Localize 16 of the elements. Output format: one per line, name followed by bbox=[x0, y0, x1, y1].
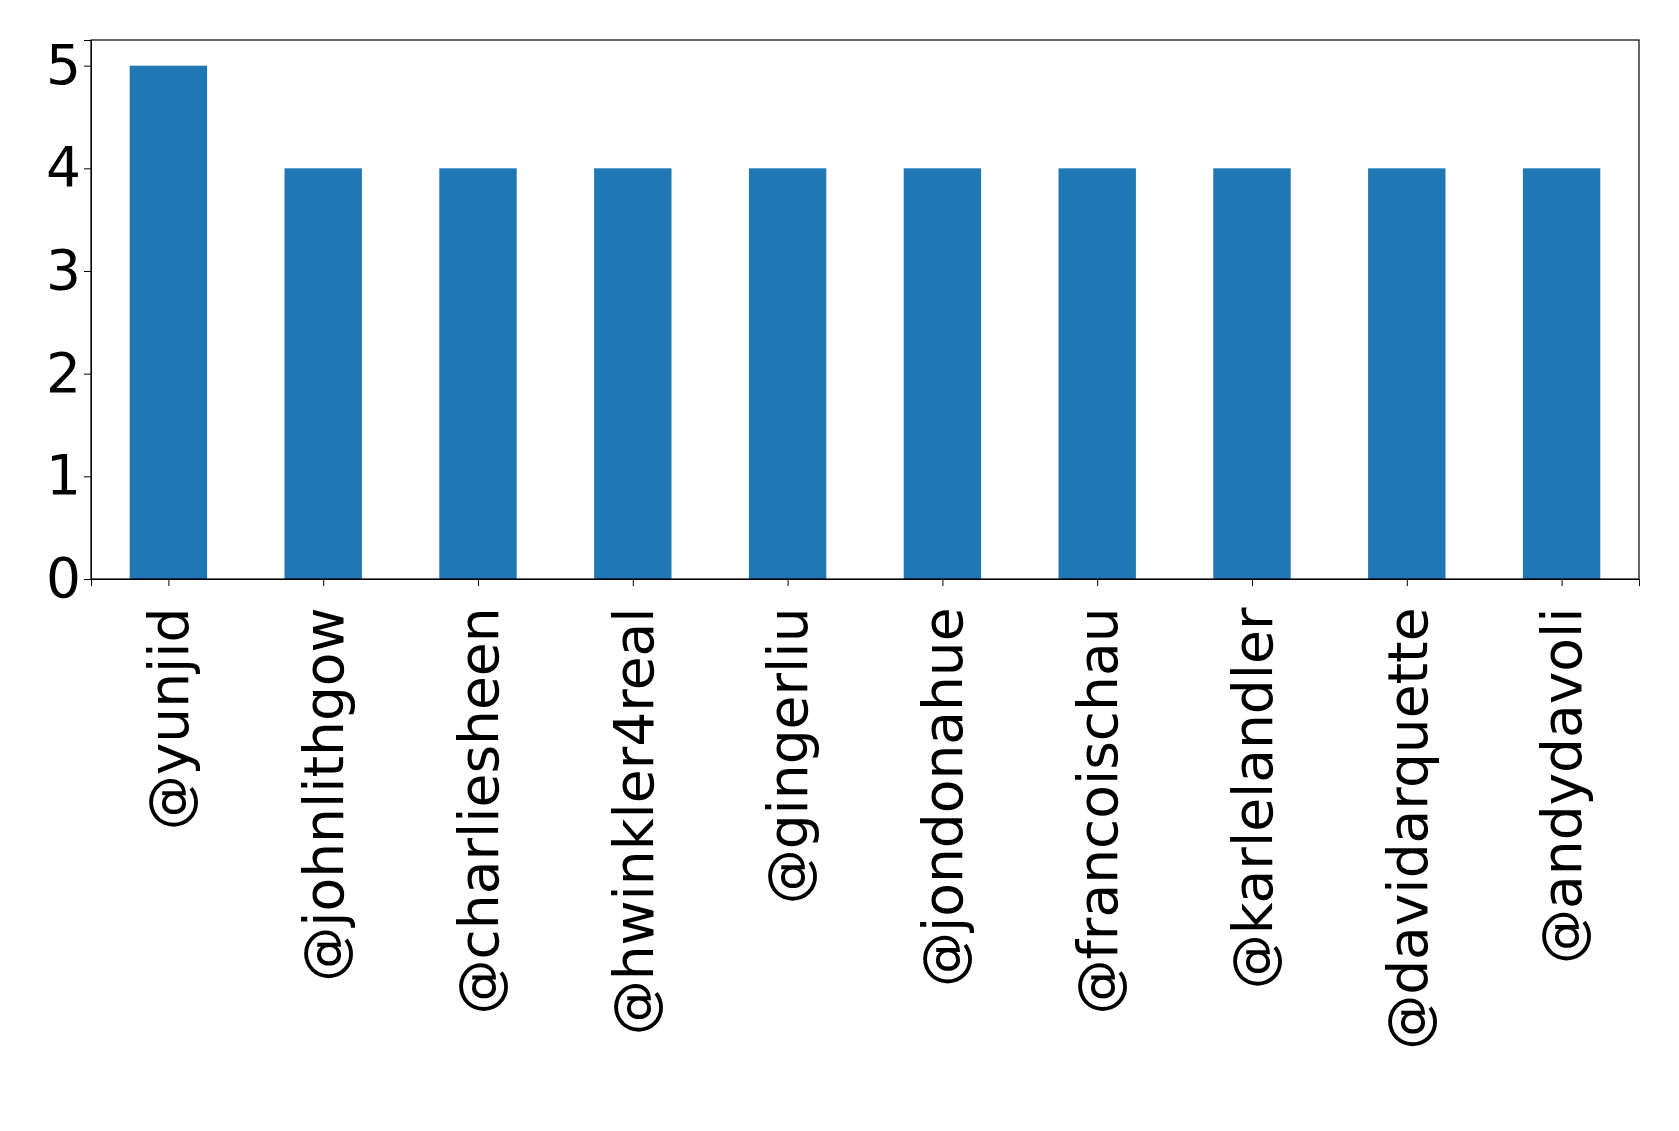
x-tick-label: @davidarquette bbox=[1375, 607, 1440, 1050]
y-tick-label: 0 bbox=[46, 546, 81, 611]
x-tick-label: @gingerliu bbox=[756, 607, 821, 905]
x-tick-label: @andydavoli bbox=[1530, 607, 1595, 964]
x-tick-label: @charliesheen bbox=[446, 607, 511, 1015]
y-tick-label: 4 bbox=[46, 135, 81, 200]
x-tick-label: @hwinkler4real bbox=[601, 607, 666, 1036]
x-tick-label: @karlelandler bbox=[1220, 607, 1285, 990]
x-tick-label: @johnlithgow bbox=[291, 607, 356, 982]
x-tick-label: @francoischau bbox=[1065, 607, 1130, 1015]
y-tick-label: 3 bbox=[46, 238, 81, 303]
y-tick-label: 5 bbox=[46, 32, 81, 97]
x-tick-label: @jondonahue bbox=[911, 607, 976, 987]
y-tick-label: 2 bbox=[46, 340, 81, 405]
y-tick-label: 1 bbox=[46, 443, 81, 508]
x-tick-label: @yunjid bbox=[137, 607, 202, 831]
